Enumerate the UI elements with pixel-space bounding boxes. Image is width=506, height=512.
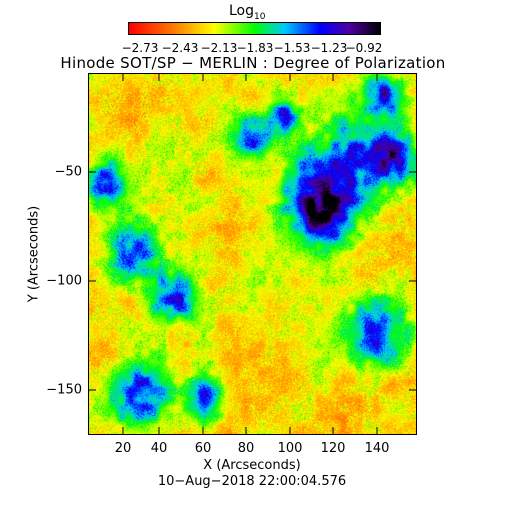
colorbar-tick: −0.92 xyxy=(345,41,383,55)
x-tick-label: 100 xyxy=(277,441,303,456)
colorbar-tick: −1.53 xyxy=(273,41,311,55)
polarization-map xyxy=(88,73,417,435)
colorbar xyxy=(128,22,381,35)
x-axis-title: X (Arcseconds) xyxy=(203,458,301,473)
colorbar-tick: −2.13 xyxy=(200,41,238,55)
x-tick-label: 80 xyxy=(237,441,255,456)
colorbar-tick: −1.83 xyxy=(236,41,274,55)
x-tick-label: 140 xyxy=(364,441,390,456)
x-tick-label: 120 xyxy=(320,441,346,456)
colorbar-tick: −2.73 xyxy=(121,41,159,55)
y-tick-label: −150 xyxy=(46,382,82,398)
y-axis-title: Y (Arcseconds) xyxy=(26,205,42,303)
timestamp: 10−Aug−2018 22:00:04.576 xyxy=(157,474,347,489)
colorbar-tick: −2.43 xyxy=(161,41,199,55)
y-tick-label: −50 xyxy=(54,164,82,180)
colorbar-tick: −1.23 xyxy=(310,41,348,55)
y-tick-label: −100 xyxy=(46,273,82,289)
x-tick-label: 20 xyxy=(114,441,132,456)
x-tick-label: 60 xyxy=(194,441,212,456)
x-tick-label: 40 xyxy=(150,441,168,456)
plot-title: Hinode SOT/SP − MERLIN : Degree of Polar… xyxy=(60,54,446,72)
colorbar-title: Log10 xyxy=(229,3,266,22)
